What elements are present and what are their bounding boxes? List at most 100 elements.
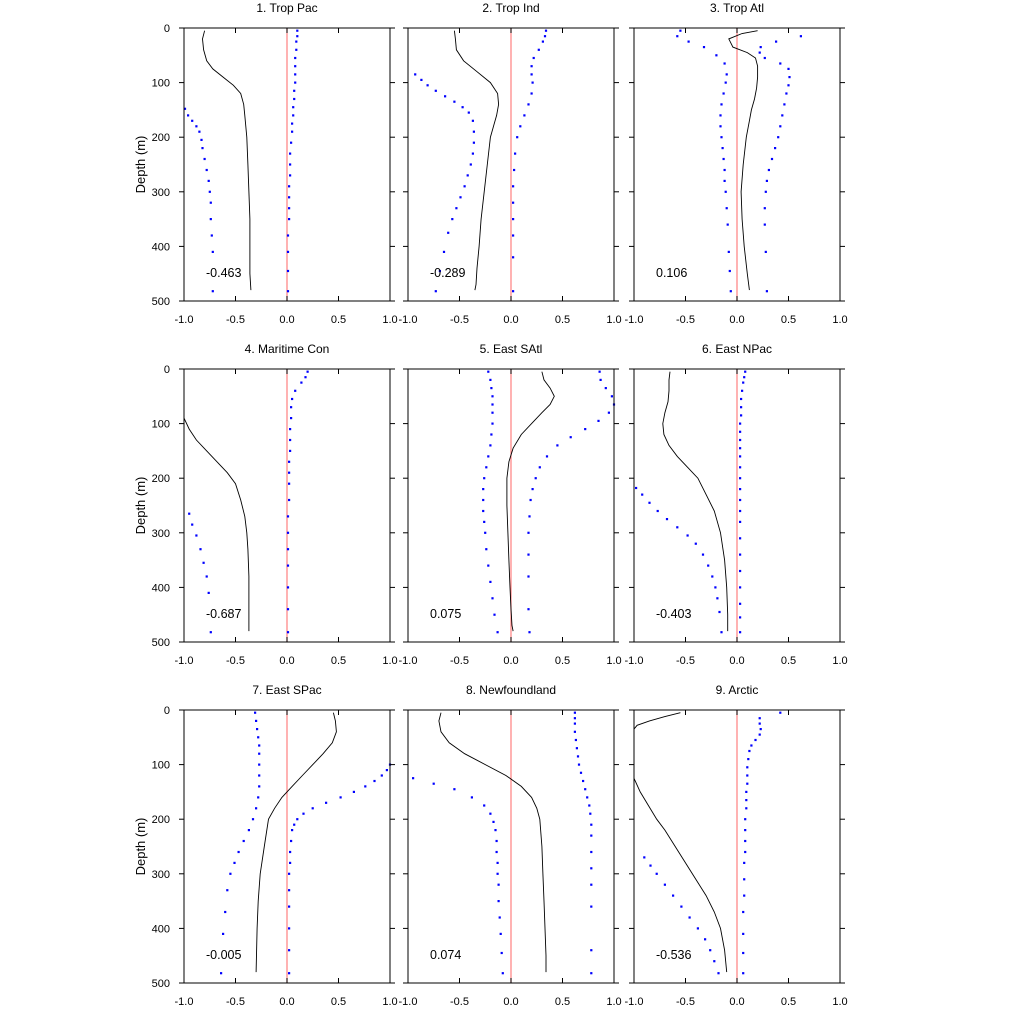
bound-point [467, 111, 470, 114]
y-tick-label: 200 [152, 814, 170, 826]
mean-profile-line [633, 712, 681, 730]
bound-point [306, 370, 309, 373]
bound-point [743, 861, 746, 864]
bound-point [530, 92, 533, 95]
bound-point [199, 548, 202, 551]
bound-point [200, 138, 203, 141]
bound-point [296, 818, 299, 821]
bound-point [759, 46, 762, 49]
bound-profile-dots [742, 711, 782, 975]
bound-point [530, 65, 533, 68]
bound-point [775, 40, 778, 43]
bound-point [491, 403, 494, 406]
bound-point [519, 125, 522, 128]
bound-point [289, 163, 292, 166]
y-tick-label: 400 [152, 582, 170, 594]
bound-profile-dots [286, 370, 309, 634]
x-tick-label: 1.0 [382, 655, 397, 667]
bound-point [727, 250, 730, 253]
bound-point [487, 370, 490, 373]
correlation-value: -0.463 [206, 266, 241, 280]
x-tick-label: 1.0 [606, 314, 621, 326]
bound-point [451, 218, 454, 221]
bound-point [288, 872, 291, 875]
bound-profile-dots [414, 73, 475, 293]
x-tick-label: -1.0 [399, 996, 418, 1008]
bound-point [209, 201, 212, 204]
bound-point [485, 548, 488, 551]
bound-point [288, 482, 291, 485]
bound-point [291, 397, 294, 401]
panel-3: -1.0 -0.5 0.0 0.5 1.0 3. Trop Atl 0.106 [625, 1, 848, 326]
panel-title: 1. Trop Pac [256, 1, 317, 15]
panel-5: -1.0 -0.5 0.0 0.5 1.0 5. East SAtl 0.075 [399, 342, 622, 667]
bound-point [288, 460, 291, 463]
x-tick-label: 0.0 [503, 314, 518, 326]
bound-point [251, 818, 255, 821]
bound-point [412, 777, 415, 780]
bound-point [746, 782, 749, 785]
bound-point [187, 114, 190, 117]
bound-point [745, 790, 748, 793]
bound-point [512, 201, 515, 204]
bound-point [739, 509, 742, 513]
bound-point [489, 378, 492, 381]
bound-point [483, 477, 486, 480]
bound-point [584, 428, 587, 431]
panel-2: -1.0 -0.5 0.0 0.5 1.0 2. Trop Ind -0.289 [399, 1, 622, 326]
bound-point [765, 179, 768, 182]
y-tick-label: 200 [152, 473, 170, 485]
correlation-value: -0.289 [430, 266, 465, 280]
bound-point [512, 256, 515, 259]
bound-point [715, 54, 718, 57]
bound-point [598, 370, 601, 373]
bound-point [610, 395, 613, 398]
bound-point [491, 597, 494, 600]
bound-point [286, 250, 290, 253]
bound-point [237, 850, 240, 854]
bound-point [293, 89, 296, 92]
bound-point [489, 812, 492, 815]
bound-point [289, 850, 292, 854]
bound-point [487, 564, 490, 567]
bound-point [205, 168, 208, 172]
bound-point [643, 856, 646, 859]
bound-point [724, 190, 727, 193]
bound-point [694, 542, 697, 545]
bound-point [254, 711, 257, 714]
bound-point [288, 905, 291, 908]
bound-point [777, 136, 780, 139]
bound-point [720, 136, 723, 139]
bound-profile-dots [183, 107, 214, 293]
bound-point [709, 949, 712, 952]
bound-point [574, 738, 577, 742]
bound-point [496, 861, 499, 864]
bound-point [286, 548, 290, 551]
bound-point [286, 269, 290, 273]
bound-point [745, 807, 748, 810]
bound-point [725, 207, 728, 210]
bound-point [288, 498, 291, 502]
bound-point [704, 938, 707, 941]
x-tick-label: -0.5 [450, 655, 469, 667]
bound-point [758, 51, 761, 54]
bound-point [739, 553, 742, 556]
bound-point [198, 130, 201, 133]
bound-point [739, 586, 742, 589]
x-tick-label: -0.5 [676, 655, 695, 667]
bound-point [590, 850, 593, 854]
x-tick-label: -1.0 [399, 655, 418, 667]
bound-point [764, 250, 767, 253]
panel-title: 8. Newfoundland [466, 683, 556, 697]
bound-point [767, 168, 770, 172]
bound-point [286, 515, 290, 518]
bound-point [294, 65, 297, 68]
bound-point [702, 46, 706, 49]
bound-point [763, 223, 766, 226]
bound-point [641, 493, 644, 496]
mean-profile-line [728, 30, 759, 291]
bound-point [541, 40, 544, 43]
bound-point [763, 207, 766, 210]
bound-point [289, 861, 292, 864]
bound-point [497, 883, 500, 886]
